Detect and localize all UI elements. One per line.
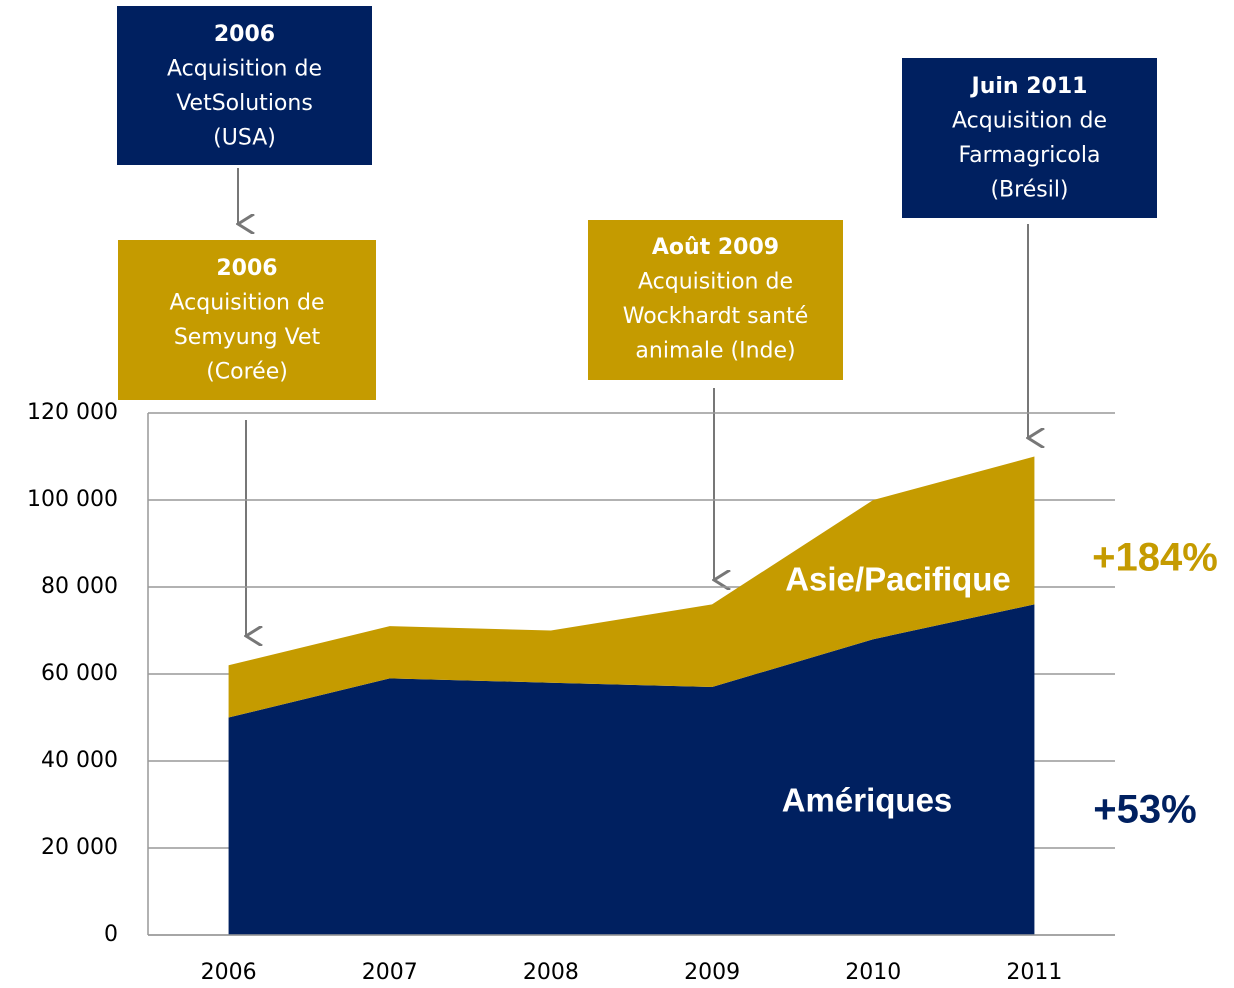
y-tick-label: 80 000 [41,574,118,599]
annotation-text: Wockhardt santé [623,304,808,329]
annotation-text: VetSolutions [176,91,313,116]
x-tick-label: 2009 [684,960,740,985]
annotation-text: Semyung Vet [174,325,321,350]
y-tick-label: 100 000 [27,487,118,512]
y-tick-label: 120 000 [27,400,118,425]
x-tick-label: 2010 [845,960,901,985]
series-label: Amériques [782,782,953,819]
annotation-text: (USA) [213,126,276,151]
growth-label: +53% [1093,788,1196,832]
annotation-text: Acquisition de [638,270,793,295]
annotation-title: Juin 2011 [970,74,1088,99]
y-tick-label: 60 000 [41,661,118,686]
area [228,456,1035,718]
annotation: Août 2009 Acquisition de Wockhardt santé an… [588,220,843,380]
annotation-text: animale (Inde) [635,339,795,364]
annotation-text: Acquisition de [167,57,322,82]
annotation-title: 2006 [214,22,275,47]
annotation: 2006 Acquisition de VetSolutions (USA) [117,6,372,165]
annotation-title: Août 2009 [652,235,779,260]
annotation-text: Farmagricola [959,143,1101,168]
growth-label: +184% [1092,536,1218,580]
annotation-box [118,240,376,400]
x-tick-label: 2008 [523,960,579,985]
arrows [238,168,1028,636]
x-tick-label: 2007 [362,960,418,985]
annotation-text: (Corée) [206,360,288,385]
annotation-box [902,58,1157,218]
y-tick-label: 0 [104,922,118,947]
annotation-text: (Brésil) [990,178,1068,203]
y-tick-label: 20 000 [41,835,118,860]
annotation: Juin 2011 Acquisition de Farmagricola (Brés… [902,58,1157,218]
y-tick-label: 40 000 [41,748,118,773]
annotation: 2006 Acquisition de Semyung Vet (Corée) [118,240,376,400]
annotation-title: 2006 [216,256,277,281]
annotation-text: Acquisition de [952,109,1107,134]
series-label: Asie/Pacifique [785,561,1011,598]
annotation-box [588,220,843,380]
x-tick-label: 2006 [201,960,257,985]
annotation-box [117,6,372,165]
x-tick-label: 2011 [1006,960,1062,985]
annotation-text: Acquisition de [170,291,325,316]
area [228,604,1035,935]
